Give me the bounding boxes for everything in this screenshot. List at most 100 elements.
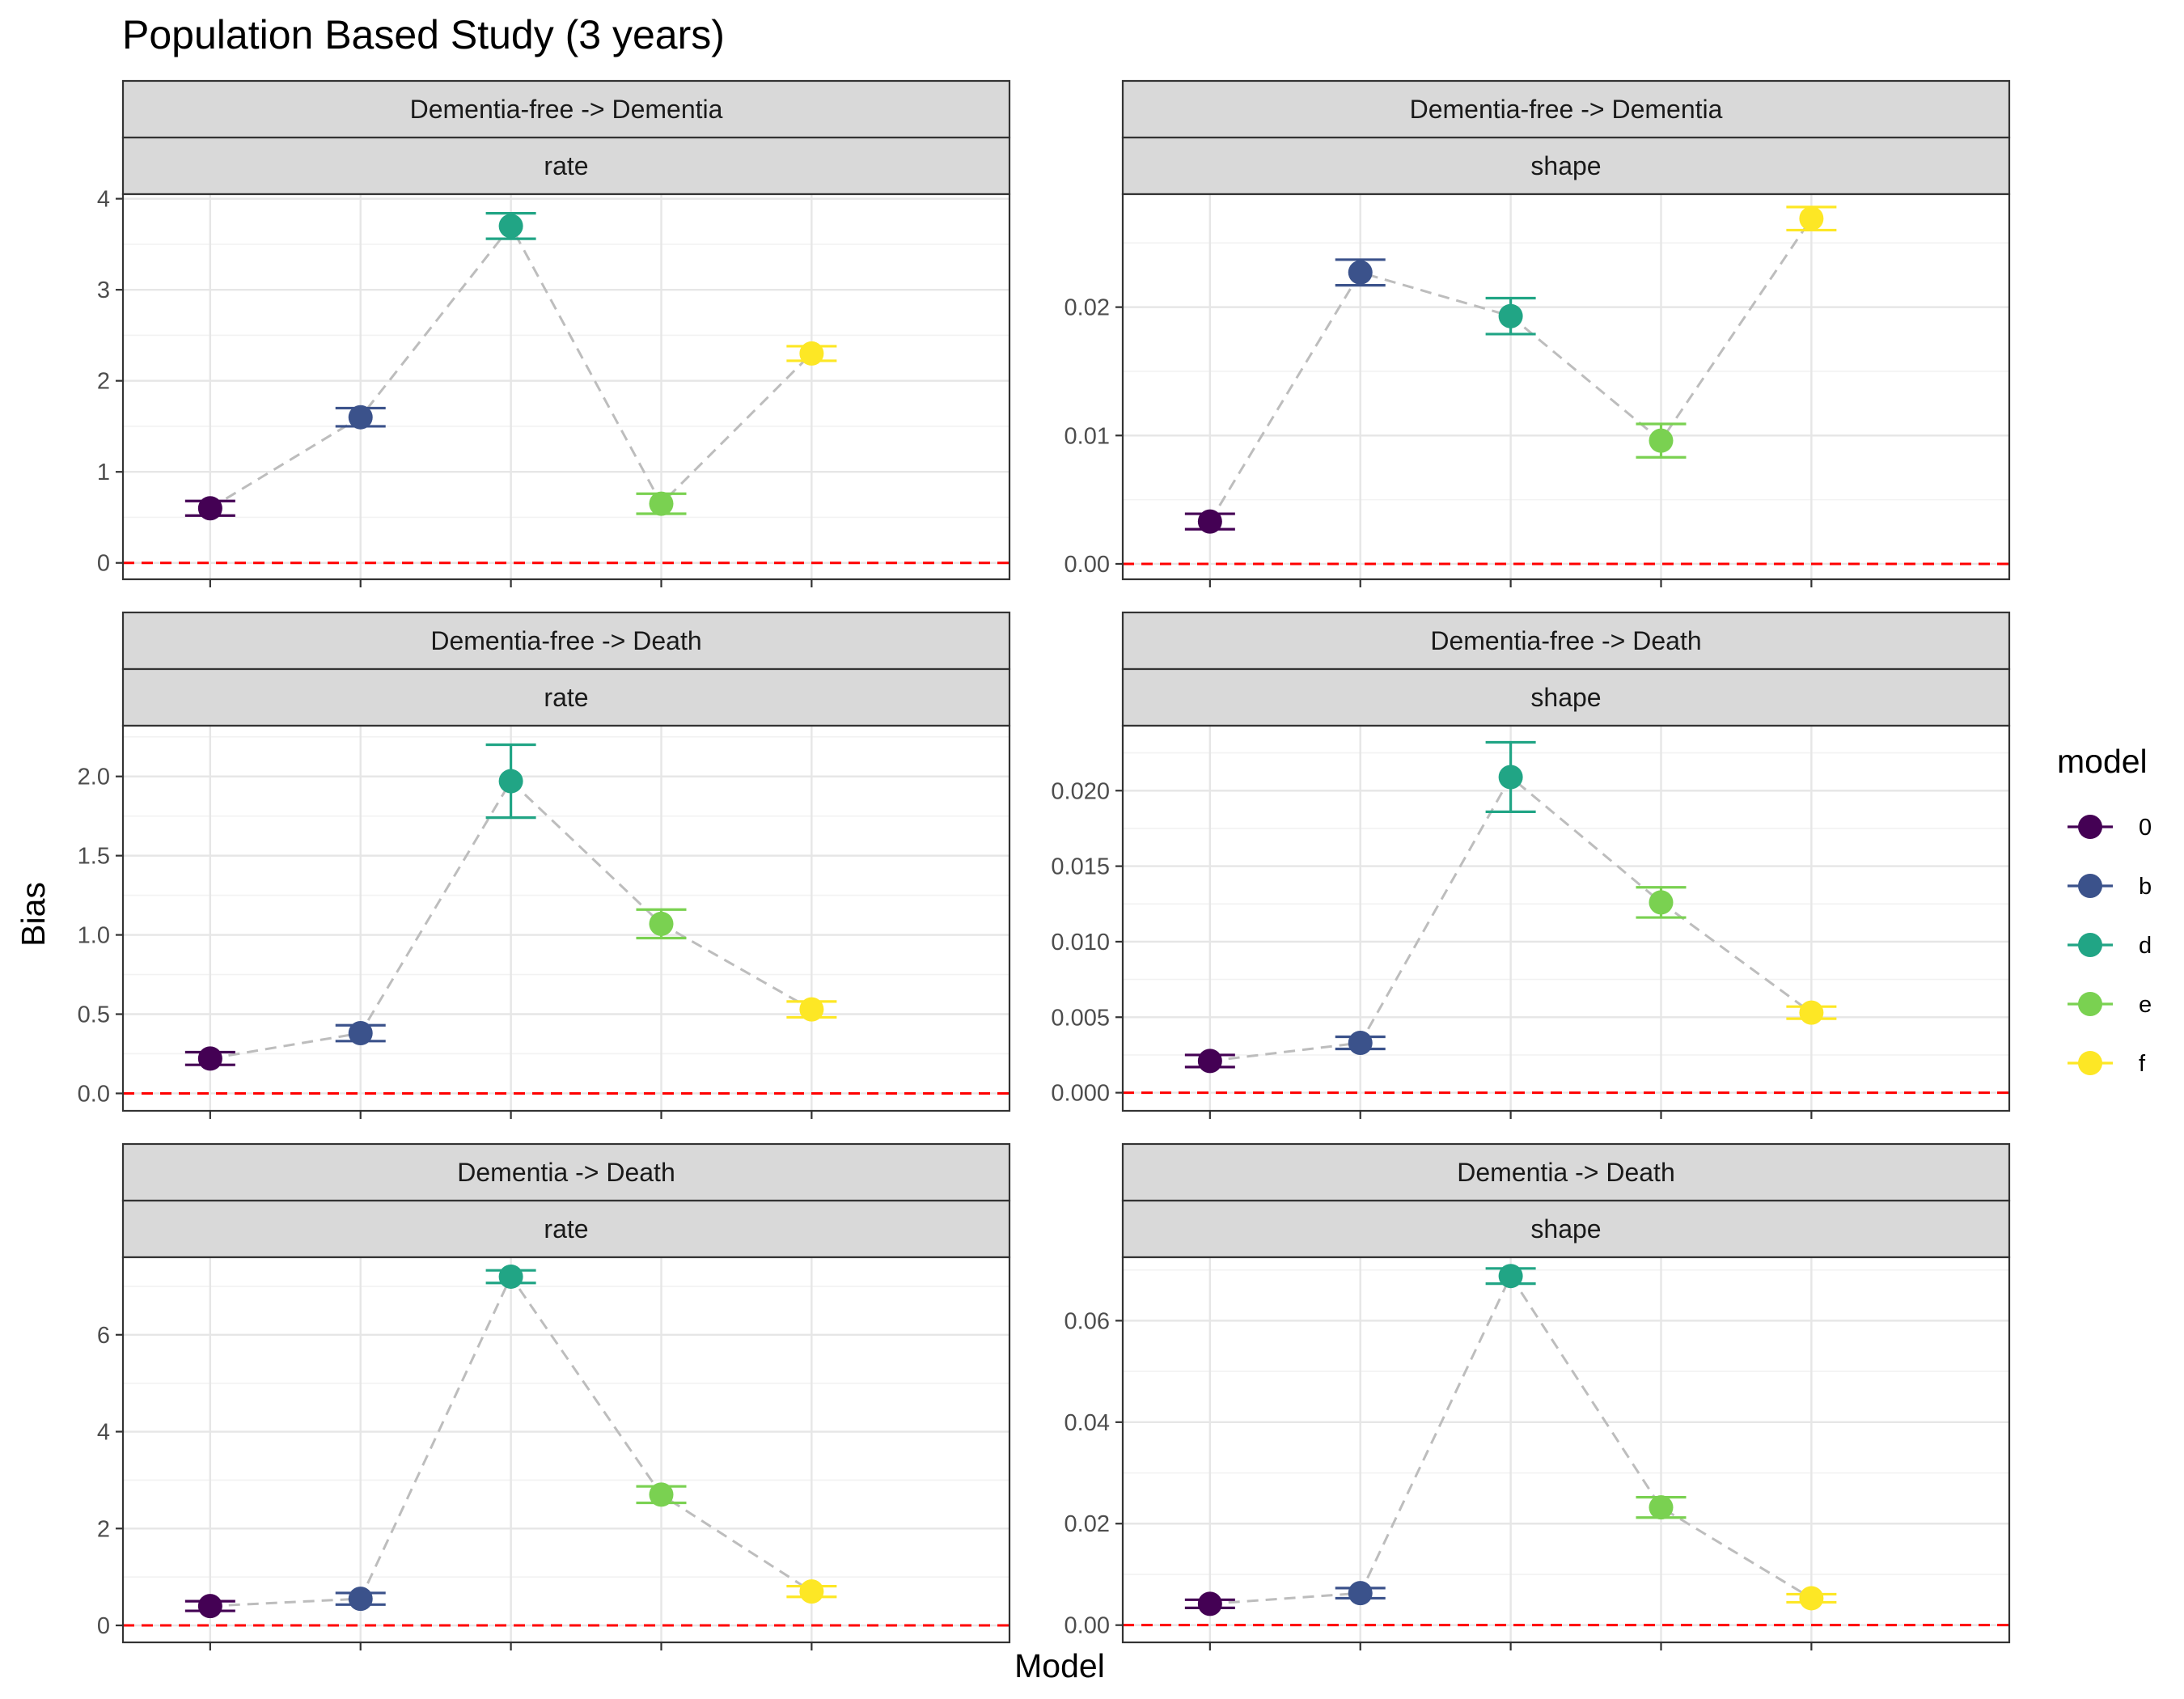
data-point (1498, 765, 1523, 790)
panel-border (1121, 1256, 2011, 1644)
panel-background (1123, 194, 2009, 579)
panel-background (1123, 726, 2009, 1111)
strip-bottom-label: shape (1530, 683, 1601, 712)
y-tick-label: 0.00 (1064, 552, 1110, 578)
strip-top-label: Dementia -> Death (1457, 1158, 1674, 1187)
data-point (1498, 303, 1523, 328)
strip-top-label: Dementia-free -> Death (1430, 626, 1701, 655)
legend-label: d (2139, 933, 2152, 959)
strip-top-label: Dementia -> Death (457, 1158, 675, 1187)
panel-background (123, 194, 1009, 579)
data-point (197, 1594, 222, 1619)
y-tick-label: 0.01 (1064, 423, 1110, 449)
legend-key-point (2078, 933, 2102, 957)
legend-label: 0 (2139, 815, 2152, 841)
y-tick-label: 0 (97, 1613, 110, 1639)
data-point (197, 1046, 222, 1071)
data-point (1348, 260, 1373, 285)
data-point (348, 1021, 373, 1046)
facet-panel: Dementia-free -> Death rate 0.0 0.5 1.0 1.5 2.… (78, 611, 1011, 1119)
y-tick-label: 0.005 (1051, 1005, 1110, 1031)
connector-line (1209, 1273, 1813, 1605)
data-point (1348, 1581, 1373, 1606)
legend-item: f (2068, 1051, 2146, 1077)
strip-bottom-label: rate (544, 683, 588, 712)
panel-border (121, 724, 1011, 1112)
strip-top-box (1121, 79, 2011, 139)
legend-item: e (2068, 992, 2152, 1018)
legend-item: b (2068, 874, 2152, 900)
data-point (1649, 1495, 1674, 1520)
data-point (1799, 1000, 1824, 1025)
strip-bottom-box (1121, 1199, 2011, 1259)
strip-top-label: Dementia-free -> Death (430, 626, 701, 655)
data-point (799, 997, 824, 1022)
y-tick-label: 0.015 (1051, 854, 1110, 880)
legend-item: d (2068, 933, 2152, 959)
y-tick-label: 0.0 (78, 1081, 110, 1107)
y-tick-label: 0.5 (78, 1002, 110, 1028)
strip-bottom-label: shape (1530, 151, 1601, 180)
y-tick-label: 1.5 (78, 844, 110, 870)
y-tick-label: 0.000 (1051, 1081, 1110, 1107)
panel-border (1121, 724, 2011, 1112)
facet-panel: Dementia-free -> Dementia shape 0.00 0.01 0.… (1064, 79, 2011, 587)
y-tick-label: 2 (97, 1516, 110, 1542)
data-point (1649, 428, 1674, 453)
facet-panel: Dementia -> Death rate 0 2 4 6 (97, 1142, 1011, 1650)
x-axis-title: Model (1014, 1647, 1105, 1684)
data-point (799, 341, 824, 366)
y-tick-label: 0.010 (1051, 930, 1110, 955)
y-tick-label: 6 (97, 1323, 110, 1349)
data-point (1799, 1586, 1824, 1611)
strip-top-box (121, 611, 1011, 671)
legend-label: e (2139, 992, 2152, 1018)
y-tick-label: 0.02 (1064, 1511, 1110, 1537)
facet-panel: Dementia-free -> Dementia rate 0 1 2 3 4 (97, 79, 1011, 587)
data-point (649, 491, 674, 516)
facet-panels: Dementia-free -> Dementiarate01234Dement… (78, 79, 2011, 1650)
strip-bottom-label: rate (544, 151, 588, 180)
strip-top-label: Dementia-free -> Dementia (1410, 95, 1723, 124)
y-tick-label: 0.02 (1064, 295, 1110, 321)
data-point (498, 214, 523, 239)
panel-background (1123, 1257, 2009, 1642)
panel-border (121, 193, 1011, 581)
y-tick-label: 0.06 (1064, 1308, 1110, 1334)
data-point (498, 769, 523, 794)
legend-key-point (2078, 874, 2102, 898)
panel-background (123, 726, 1009, 1111)
panel-border (121, 1256, 1011, 1644)
y-tick-label: 3 (97, 278, 110, 303)
y-tick-label: 0.04 (1064, 1410, 1110, 1436)
chart-title: Population Based Study (3 years) (122, 12, 725, 57)
legend-item: 0 (2068, 815, 2152, 841)
legend-label: f (2139, 1051, 2146, 1077)
connector-line (210, 779, 813, 1060)
legend-label: b (2139, 874, 2152, 900)
y-tick-label: 0.020 (1051, 778, 1110, 804)
strip-bottom-label: rate (544, 1214, 588, 1244)
strip-top-box (121, 1142, 1011, 1202)
legend-key-point (2078, 815, 2102, 839)
strip-top-box (121, 79, 1011, 139)
strip-top-label: Dementia-free -> Dementia (410, 95, 723, 124)
data-point (1799, 206, 1824, 231)
legend-title: model (2057, 743, 2148, 780)
data-point (1649, 890, 1674, 915)
data-point (197, 496, 222, 521)
y-tick-label: 2 (97, 369, 110, 395)
data-point (649, 911, 674, 936)
data-point (348, 1587, 373, 1612)
y-tick-label: 1 (97, 460, 110, 485)
data-point (498, 1264, 523, 1289)
y-tick-label: 0.00 (1064, 1613, 1110, 1639)
data-point (348, 405, 373, 430)
y-tick-label: 2.0 (78, 765, 110, 790)
y-tick-label: 0 (97, 551, 110, 577)
strip-bottom-box (121, 136, 1011, 196)
data-point (799, 1579, 824, 1604)
legend-key-point (2078, 1051, 2102, 1075)
panel-background (123, 1257, 1009, 1642)
